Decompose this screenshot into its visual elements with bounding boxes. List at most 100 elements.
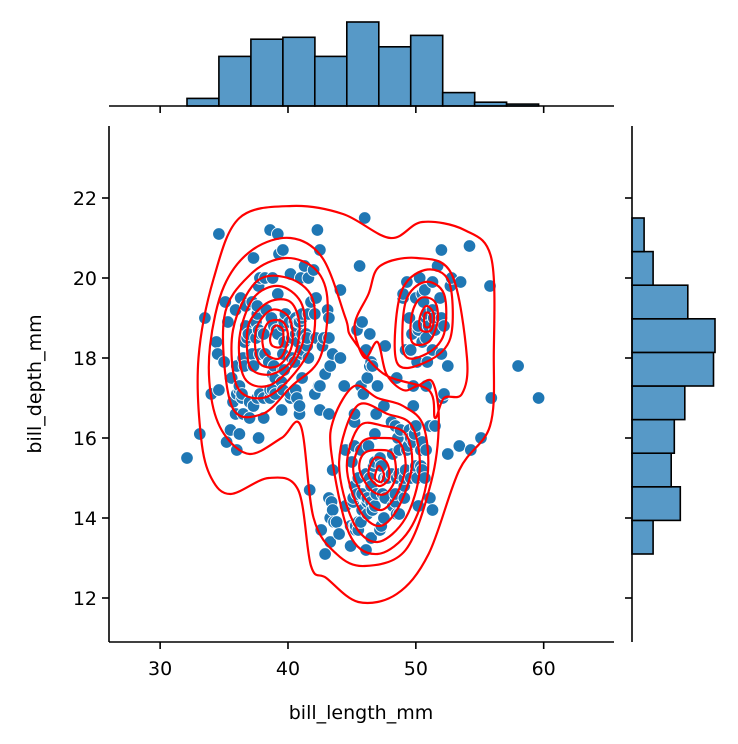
kde-contour-line [221,256,329,419]
kde-contour-line [329,384,430,556]
scatter-point [363,327,377,341]
scatter-point [325,503,340,517]
kde-contour-line [418,304,436,333]
scatter-point [212,383,226,397]
y-tick-label: 16 [73,428,97,450]
scatter-point [322,311,336,325]
kde-contour-line [409,296,440,347]
scatter-point [246,251,261,265]
y-hist-bar [631,284,689,320]
scatter-point [313,243,327,257]
x-hist-bar [218,55,252,107]
scatter-point [403,343,418,357]
kde-contours [196,204,496,605]
scatter-point [265,271,280,285]
kde-contour-line [237,284,307,388]
scatter-point [212,227,226,241]
scatter-point [484,391,499,405]
kde-contour-line [345,421,414,528]
scatter-point [333,351,348,365]
axes-frame [108,126,614,643]
scatter-point [310,223,325,237]
y-hist-bar [631,351,715,387]
kde-contour-line [230,274,317,400]
scatter-point [464,443,478,457]
scatter-point [251,431,266,445]
scatter-point [337,379,351,393]
scatter-point [425,503,440,517]
kde-contour-line [423,311,432,329]
kde-contour-line [393,268,454,370]
kde-contour-line [367,456,391,488]
scatter-point [360,371,375,385]
scatter-point [370,379,385,393]
scatter-point [434,347,449,361]
x-tick-label: 50 [404,658,428,680]
y-hist-bar [631,519,654,555]
scatter-point [332,527,346,541]
kde-contour-line [196,204,496,605]
y-hist-bar [631,485,682,522]
kde-contour-line [253,308,294,369]
x-tick-label: 40 [276,658,300,680]
scatter-point [419,443,433,457]
kde-contour-line [245,298,301,376]
scatter-point [474,431,488,445]
scatter-point [318,547,332,561]
kde-contour-line [207,236,469,568]
y-tick-label: 18 [73,348,97,370]
y-hist-bar [631,452,673,488]
scatter-point [434,243,449,257]
scatter-point [329,515,344,529]
x-hist-bar [441,91,476,107]
scatter-point [180,451,194,465]
y-hist-bar [631,217,645,253]
y-hist-bar [631,418,676,455]
y-tick-label: 12 [73,588,97,610]
y-tick-label: 20 [73,268,97,290]
scatter-point [356,387,371,401]
x-hist-bar [345,21,380,107]
scatter-point [343,539,358,553]
x-axis-label: bill_length_mm [289,702,433,724]
kde-contour-line [373,464,386,484]
x-hist-bar [186,97,220,107]
kde-contour-line [352,436,407,512]
x-hist-bar [313,55,348,107]
marginal-y-histogram [631,126,716,642]
scatter-point [531,391,546,405]
x-hist-bar [282,36,316,107]
scatter-point [313,379,327,393]
kde-contour-line [337,402,421,544]
scatter-point [352,259,367,273]
scatter-point [274,403,289,417]
y-hist-bar [631,317,716,354]
scatter-point [462,239,477,253]
axis-ticks: 30 40 50 60 12 14 16 18 20 22 [73,106,632,680]
scatter-points [180,211,546,561]
x-tick-label: 60 [532,658,556,680]
scatter-point [511,359,525,373]
x-tick-label: 30 [148,658,172,680]
scatter-point [441,447,455,461]
kde-contour-line [401,280,448,360]
scatter-point [306,263,321,277]
kde-contour-line [358,448,398,496]
scatter-point [452,439,467,453]
y-axis-label: bill_depth_mm [24,314,46,453]
scatter-point [441,359,455,373]
scatter-point [292,399,307,413]
y-tick-label: 14 [73,508,97,530]
x-hist-bar [250,38,284,107]
kde-contour-line [261,318,290,361]
y-hist-bar [631,250,654,287]
scatter-point [276,243,290,257]
marginal-x-histogram [109,21,614,107]
main-axes [180,204,546,605]
scatter-point [232,427,247,441]
y-hist-bar [631,385,686,421]
scatter-point [365,359,380,373]
x-hist-bar [409,34,444,107]
